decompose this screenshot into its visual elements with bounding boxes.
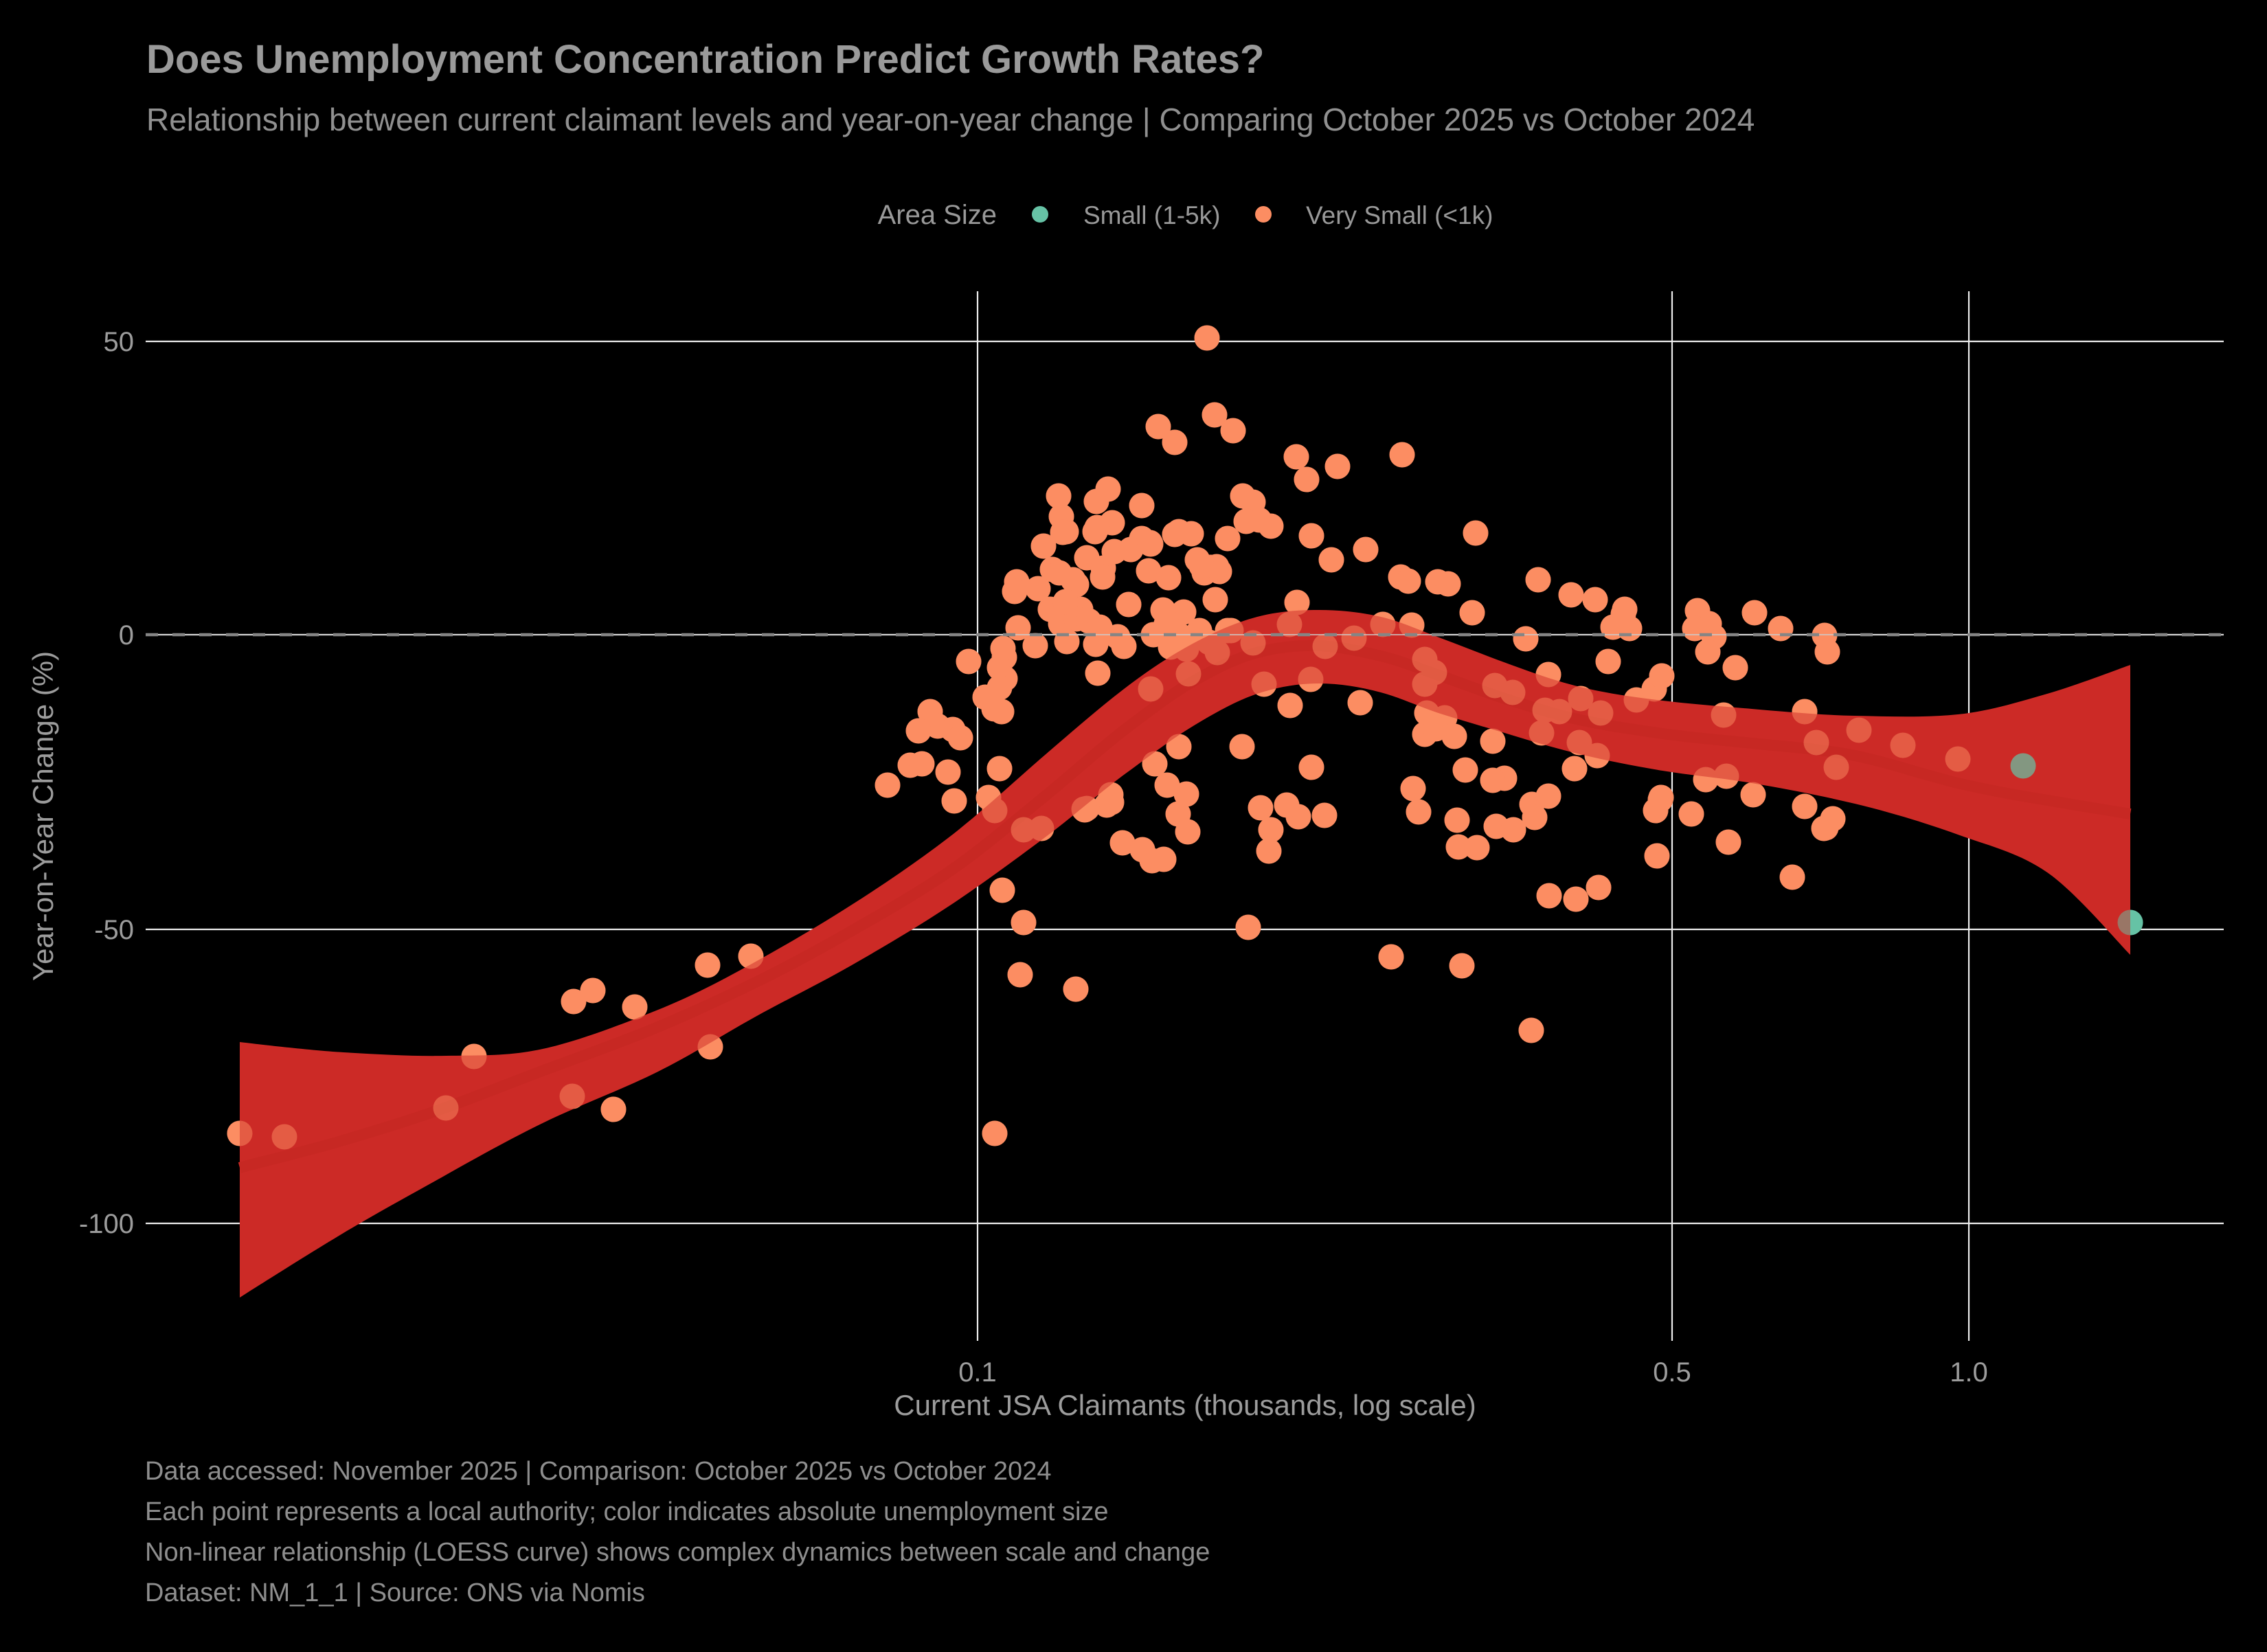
svg-text:Year-on-Year Change (%): Year-on-Year Change (%) bbox=[27, 651, 59, 981]
svg-text:0.1: 0.1 bbox=[958, 1357, 997, 1388]
svg-text:-100: -100 bbox=[79, 1209, 134, 1239]
svg-text:Area Size: Area Size bbox=[878, 200, 997, 230]
svg-text:Current JSA Claimants (thousan: Current JSA Claimants (thousands, log sc… bbox=[894, 1389, 1476, 1421]
svg-text:Very Small (<1k): Very Small (<1k) bbox=[1306, 201, 1493, 229]
svg-text:1.0: 1.0 bbox=[1950, 1357, 1988, 1388]
svg-text:Relationship between current c: Relationship between current claimant le… bbox=[146, 102, 1755, 137]
svg-text:Small (1-5k): Small (1-5k) bbox=[1083, 201, 1220, 229]
svg-text:Non-linear relationship (LOESS: Non-linear relationship (LOESS curve) sh… bbox=[145, 1538, 1210, 1567]
svg-text:50: 50 bbox=[104, 327, 135, 357]
svg-text:Dataset: NM_1_1 | Source: ONS: Dataset: NM_1_1 | Source: ONS via Nomis bbox=[145, 1579, 645, 1607]
svg-text:Data accessed: November 2025 |: Data accessed: November 2025 | Compariso… bbox=[145, 1457, 1051, 1486]
svg-text:Each point represents a local: Each point represents a local authority;… bbox=[145, 1497, 1109, 1526]
svg-text:0: 0 bbox=[119, 620, 134, 650]
svg-text:-50: -50 bbox=[94, 915, 134, 945]
svg-text:Does Unemployment Concentratio: Does Unemployment Concentration Predict … bbox=[146, 37, 1264, 82]
svg-text:0.5: 0.5 bbox=[1653, 1357, 1691, 1388]
